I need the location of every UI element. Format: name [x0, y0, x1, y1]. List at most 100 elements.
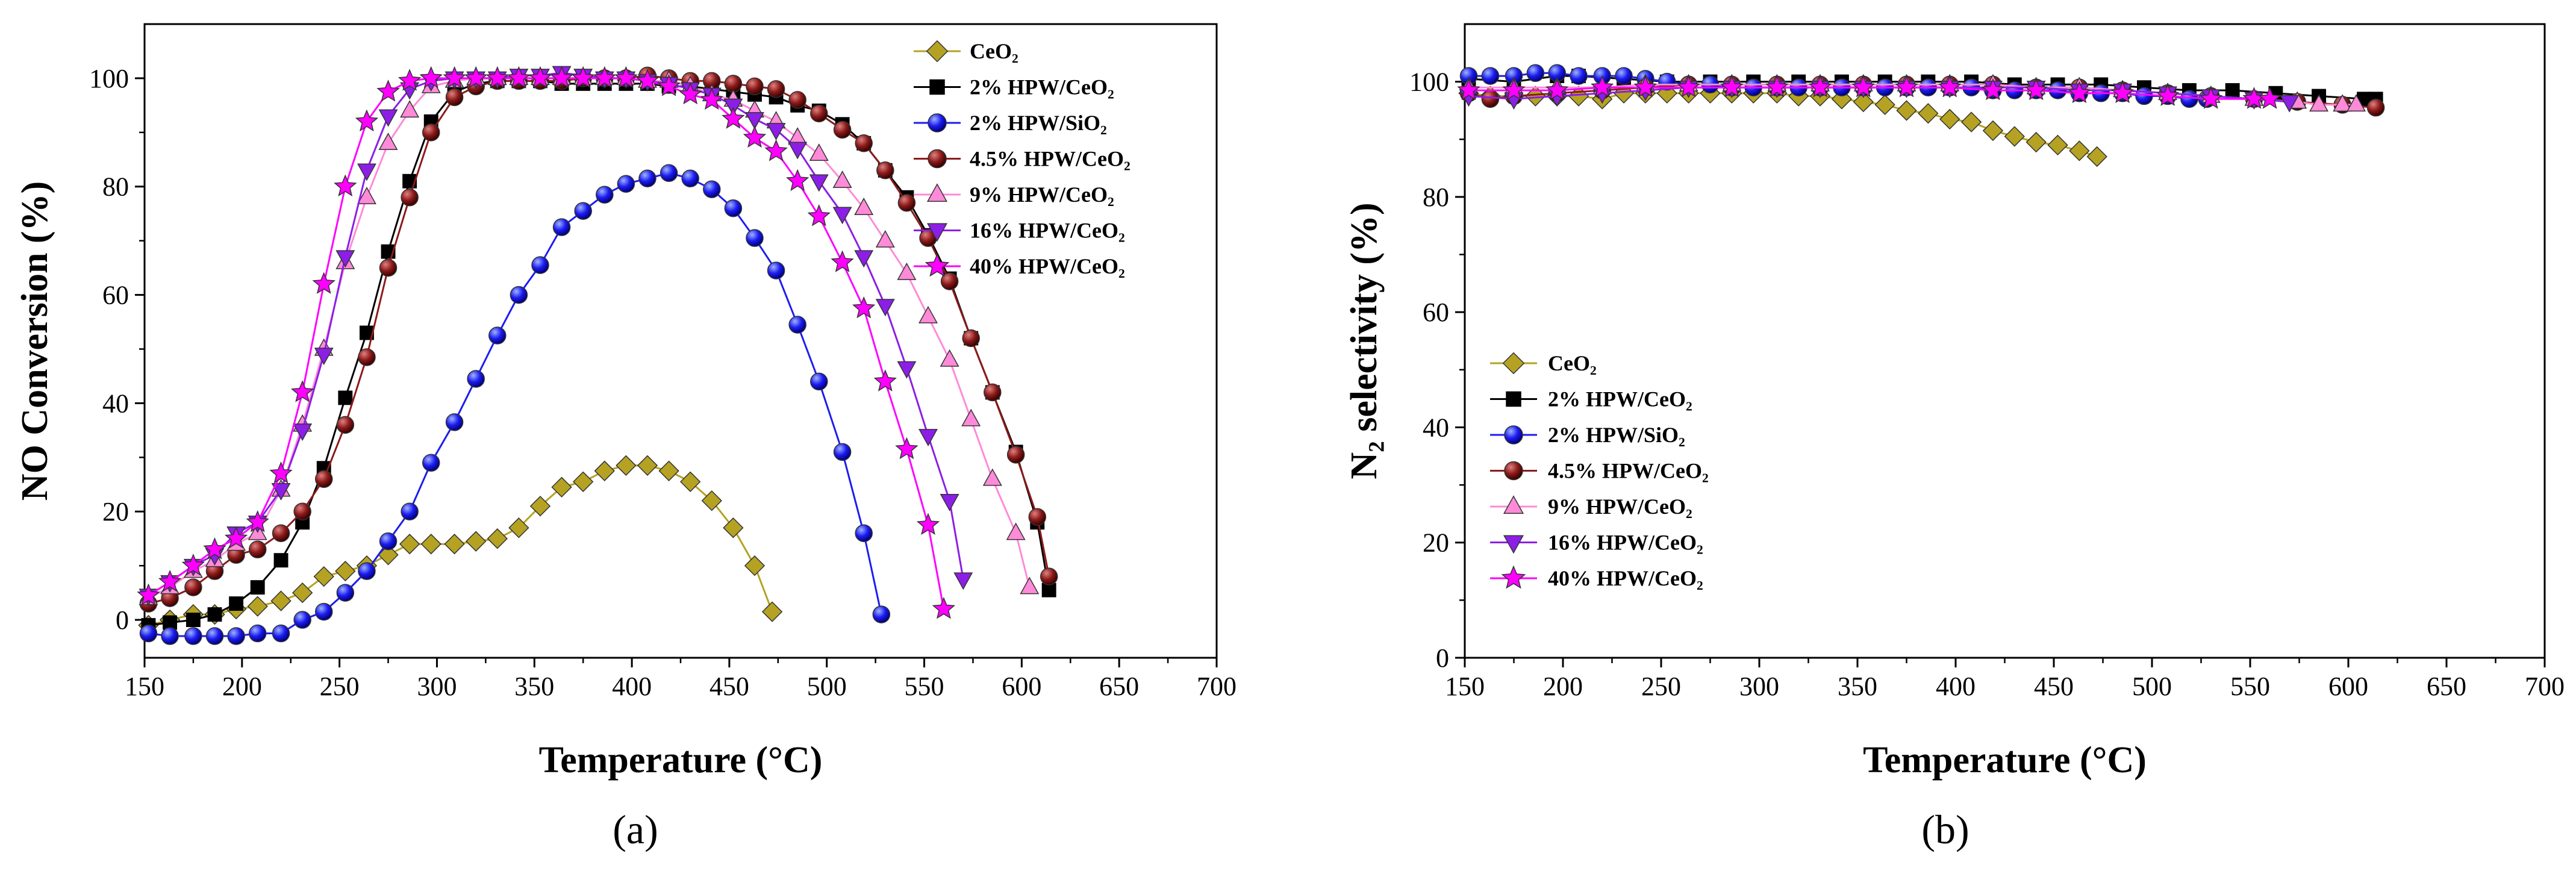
data-point: [336, 416, 355, 434]
data-point: [445, 413, 464, 431]
data-point: [314, 348, 334, 366]
legend-marker: [925, 253, 950, 277]
data-point: [2048, 81, 2067, 99]
data-point: [467, 370, 485, 388]
data-point: [940, 349, 959, 367]
data-point: [953, 572, 973, 590]
data-point: [292, 582, 313, 604]
data-point: [1040, 567, 1058, 585]
legend-marker: [1503, 535, 1524, 554]
y-tick-label: 20: [1423, 528, 1449, 558]
y-tick-label: 80: [1423, 183, 1449, 212]
data-point: [376, 80, 400, 102]
data-point: [1853, 91, 1874, 113]
data-point: [508, 517, 529, 539]
legend-label: CeO₂: [970, 39, 1018, 63]
data-point: [313, 566, 334, 587]
x-tick-label: 600: [2328, 672, 2368, 701]
data-point: [1020, 576, 1040, 595]
legend-marker: [1503, 495, 1524, 514]
x-axis-title: Temperature (°C): [539, 740, 823, 781]
data-point: [700, 87, 723, 110]
y-tick-label: 40: [102, 389, 129, 418]
data-point: [290, 380, 314, 402]
x-tick-label: 550: [2230, 672, 2270, 701]
data-point: [1545, 78, 1569, 101]
data-point: [940, 272, 959, 290]
data-point: [420, 534, 441, 555]
data-point: [312, 272, 335, 294]
data-point: [1896, 100, 1917, 121]
data-point: [2347, 94, 2366, 112]
data-point: [617, 175, 635, 193]
data-point: [271, 483, 291, 501]
data-point: [767, 80, 785, 98]
legend-label: 2% HPW/CeO₂: [970, 75, 1114, 99]
legend-marker: [1501, 565, 1526, 589]
data-point: [657, 74, 681, 96]
data-point: [444, 534, 465, 555]
x-tick-label: 400: [1936, 672, 1976, 701]
legend-label: 2% HPW/SiO₂: [1548, 423, 1685, 447]
data-point: [918, 305, 938, 323]
data-point: [724, 199, 743, 217]
data-point: [1960, 111, 1982, 133]
panel-a-chart: 150 200 250 300 350 400 450 500 550 600 650 700 0 20 4…: [14, 23, 1237, 781]
data-point: [854, 250, 874, 268]
data-point: [270, 590, 292, 611]
data-point: [184, 627, 202, 645]
x-tick-label: 700: [2525, 672, 2565, 701]
data-point: [485, 66, 509, 89]
x-tick-label: 450: [709, 672, 749, 701]
data-point: [1982, 120, 2004, 142]
x-tick-label: 350: [514, 672, 554, 701]
y-axis-title: NO Conversion (%): [14, 181, 55, 501]
x-tick-label: 400: [612, 672, 652, 701]
data-point: [2004, 126, 2025, 147]
data-point: [207, 607, 222, 622]
legend-label: 16% HPW/CeO₂: [970, 219, 1125, 243]
data-point: [314, 602, 333, 621]
data-point: [875, 299, 895, 317]
x-axis-title: Temperature (°C): [1863, 740, 2147, 781]
data-point: [1006, 522, 1026, 540]
data-point: [1720, 75, 1744, 98]
data-point: [531, 256, 549, 274]
data-point: [2086, 146, 2107, 167]
data-point: [355, 109, 379, 132]
data-point: [832, 170, 852, 189]
x-tick-label: 500: [2132, 672, 2172, 701]
x-tick-label: 250: [320, 672, 360, 701]
data-point: [593, 66, 616, 89]
data-point: [984, 383, 1002, 402]
data-point: [2199, 87, 2222, 109]
data-point: [248, 624, 267, 643]
legend-label: 9% HPW/CeO₂: [1548, 495, 1692, 519]
legend-label: 2% HPW/SiO₂: [970, 111, 1107, 135]
data-point: [510, 286, 528, 304]
data-point: [293, 611, 311, 629]
series-line: [148, 77, 945, 610]
legend-label: 4.5% HPW/CeO₂: [1548, 459, 1709, 483]
data-point: [2156, 84, 2180, 106]
legend: CeO₂ 2% HPW/CeO₂ 2% HPW/SiO₂ 4.5% HPW/CeO₂ 9…: [1490, 351, 1709, 590]
data-point: [573, 471, 594, 492]
data-point: [445, 88, 464, 107]
y-tick-label: 100: [1409, 67, 1449, 97]
series-line: [148, 172, 882, 637]
data-point: [2258, 87, 2281, 109]
data-point: [293, 502, 311, 520]
data-point: [401, 188, 419, 207]
y-axis-title: N₂ selectivity (%): [1344, 202, 1385, 479]
data-point: [269, 461, 293, 484]
data-point: [722, 107, 745, 129]
data-point: [786, 169, 809, 192]
x-tick-label: 300: [1739, 672, 1779, 701]
data-point: [487, 528, 508, 549]
x-tick-label: 200: [222, 672, 262, 701]
data-point: [1851, 75, 1875, 98]
data-point: [398, 69, 422, 91]
data-point: [139, 624, 158, 643]
data-point: [272, 624, 290, 643]
legend-marker: [926, 40, 949, 63]
